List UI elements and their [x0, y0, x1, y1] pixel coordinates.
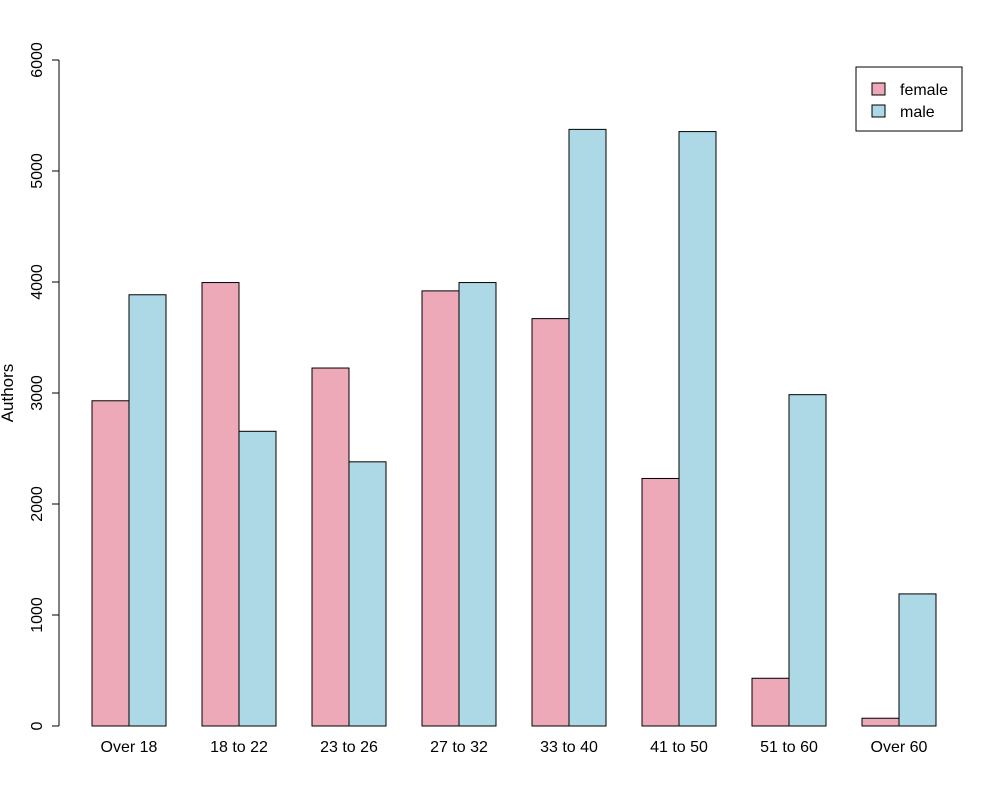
bar-female: [421, 290, 460, 727]
bar-male: [898, 593, 937, 727]
x-tick-label: 33 to 40: [540, 739, 598, 756]
bar-female: [861, 717, 900, 727]
bar-male: [238, 430, 277, 727]
y-axis-title: Authors: [0, 364, 17, 423]
bar-female: [531, 318, 570, 727]
bar-male: [128, 294, 167, 727]
bar-female: [91, 400, 130, 727]
x-tick-label: 18 to 22: [210, 739, 268, 756]
bar-female: [311, 367, 350, 727]
legend: female male: [855, 66, 963, 132]
y-tick-label: 2000: [29, 486, 46, 522]
legend-swatch-male: [871, 104, 886, 118]
bar-male: [458, 282, 497, 727]
bar-male: [568, 128, 607, 727]
bar-male: [348, 461, 387, 727]
legend-label-male: male: [900, 104, 935, 121]
x-tick-label: Over 18: [101, 739, 158, 756]
x-tick-label: Over 60: [871, 739, 928, 756]
x-tick-label: 23 to 26: [320, 739, 378, 756]
x-tick-label: 41 to 50: [650, 739, 708, 756]
bar-male: [788, 394, 827, 727]
bar-female: [201, 282, 240, 727]
legend-label-female: female: [900, 82, 948, 99]
y-tick-label: 5000: [29, 153, 46, 189]
y-tick-label: 4000: [29, 264, 46, 300]
legend-box: [855, 66, 963, 132]
x-axis-labels: Over 18 18 to 22 23 to 26 27 to 32 33 to 40 4…: [101, 739, 928, 756]
y-axis: 0 1000 2000 3000 4000 5000 6000: [29, 42, 60, 730]
y-tick-label: 0: [29, 721, 46, 730]
y-tick-label: 1000: [29, 597, 46, 633]
legend-swatch-female: [871, 82, 886, 96]
y-tick-label: 3000: [29, 375, 46, 411]
x-tick-label: 51 to 60: [760, 739, 818, 756]
bar-female: [641, 477, 680, 727]
bar-female: [751, 677, 790, 727]
bar-male: [678, 131, 717, 727]
x-tick-label: 27 to 32: [430, 739, 488, 756]
y-tick-label: 6000: [29, 42, 46, 78]
bars: [91, 128, 937, 727]
